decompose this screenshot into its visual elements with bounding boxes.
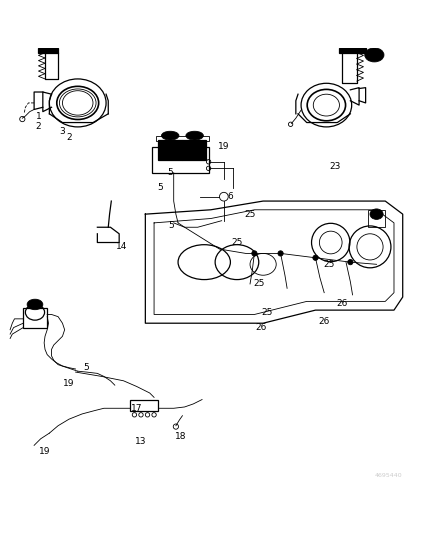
Text: 5: 5 — [83, 363, 89, 372]
Text: 6: 6 — [227, 192, 233, 201]
Ellipse shape — [27, 299, 43, 310]
Text: 2: 2 — [66, 133, 72, 142]
Text: 5: 5 — [167, 168, 173, 177]
Bar — [130, 400, 158, 411]
Bar — [158, 140, 182, 159]
Text: 17: 17 — [131, 404, 142, 413]
Text: 18: 18 — [174, 432, 186, 441]
Bar — [39, 47, 58, 53]
Ellipse shape — [364, 48, 383, 62]
Text: 1: 1 — [35, 111, 41, 120]
Bar — [152, 147, 208, 173]
Circle shape — [251, 251, 256, 256]
Text: 3: 3 — [60, 127, 65, 136]
Ellipse shape — [161, 131, 179, 140]
Ellipse shape — [369, 209, 382, 220]
Bar — [156, 136, 208, 141]
Text: 25: 25 — [252, 279, 264, 288]
Text: 26: 26 — [318, 317, 329, 326]
Text: 2: 2 — [35, 123, 41, 132]
Text: 25: 25 — [244, 209, 255, 219]
Text: 13: 13 — [135, 438, 146, 446]
Circle shape — [347, 260, 352, 265]
Bar — [23, 308, 47, 328]
Text: 25: 25 — [261, 308, 272, 317]
Text: 19: 19 — [63, 379, 74, 388]
Bar — [182, 140, 206, 159]
Bar — [339, 47, 365, 53]
Circle shape — [312, 255, 318, 261]
Circle shape — [277, 251, 283, 256]
Text: 19: 19 — [218, 142, 229, 151]
Text: 26: 26 — [335, 299, 346, 308]
Text: 5: 5 — [157, 183, 163, 192]
Ellipse shape — [185, 131, 203, 140]
Text: 14: 14 — [115, 243, 127, 252]
Text: 19: 19 — [39, 447, 51, 456]
Text: 5: 5 — [168, 221, 174, 230]
Text: 25: 25 — [231, 238, 242, 247]
Text: 25: 25 — [322, 260, 333, 269]
Text: 4695440: 4695440 — [374, 473, 402, 478]
Bar — [367, 210, 385, 227]
Text: 26: 26 — [254, 323, 266, 332]
Text: 23: 23 — [328, 161, 340, 171]
